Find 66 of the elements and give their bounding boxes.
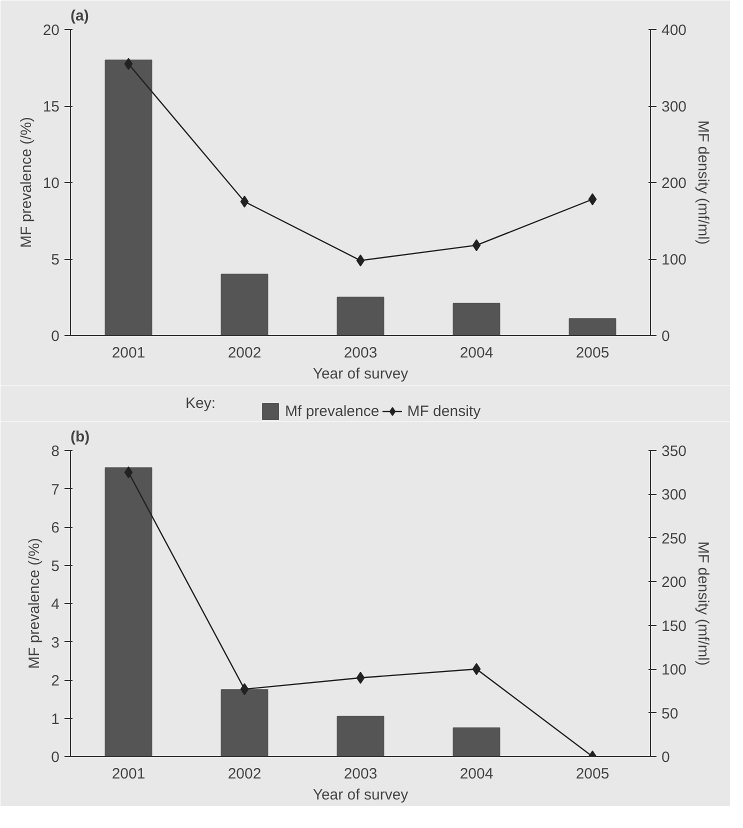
x-tick-label: 2002 xyxy=(228,766,262,782)
point xyxy=(124,58,133,70)
point xyxy=(588,193,597,206)
bar xyxy=(220,274,268,336)
y-axis-title: MF prevalence (/%) xyxy=(26,538,44,669)
x-axis-title: Year of survey xyxy=(312,366,409,382)
point xyxy=(472,239,481,252)
y-tick-label: 7 xyxy=(51,481,60,498)
x-tick-label: 2004 xyxy=(460,344,494,362)
point xyxy=(124,466,133,478)
y-tick-label: 5 xyxy=(51,558,60,575)
x-tick-label: 2005 xyxy=(576,766,610,782)
x-tick-label: 2004 xyxy=(460,766,494,782)
y2-tick-label: 100 xyxy=(662,662,687,679)
y-tick-label: 0 xyxy=(51,328,60,345)
y2-tick-label: 0 xyxy=(662,328,670,345)
legend-label: Mf prevalence xyxy=(285,402,380,420)
y-tick-label: 5 xyxy=(51,252,60,268)
y-tick-label: 20 xyxy=(42,22,60,39)
y-tick-label: 6 xyxy=(51,520,60,536)
y-tick-label: 8 xyxy=(51,443,60,460)
bar xyxy=(336,716,384,756)
chart-title: (b) xyxy=(70,428,90,446)
point xyxy=(356,672,365,684)
legend-label: MF density xyxy=(407,402,481,420)
chart-title: (a) xyxy=(70,8,89,24)
x-tick-label: 2005 xyxy=(576,344,610,362)
y-tick-label: 1 xyxy=(51,710,60,728)
bar xyxy=(220,689,268,756)
y2-tick-label: 200 xyxy=(662,574,687,592)
x-tick-label: 2001 xyxy=(112,766,146,782)
y-tick-label: 2 xyxy=(51,672,60,690)
y2-axis-title: MF density (mf/ml) xyxy=(694,120,712,245)
y-axis-title: MF prevalence (/%) xyxy=(18,117,35,248)
point xyxy=(472,663,481,676)
y2-tick-label: 250 xyxy=(662,530,687,548)
y2-tick-label: 400 xyxy=(662,22,687,39)
bar xyxy=(104,60,152,336)
x-tick-label: 2002 xyxy=(228,344,262,362)
point xyxy=(356,254,365,267)
y-tick-label: 3 xyxy=(51,634,60,652)
x-tick-label: 2003 xyxy=(344,766,378,782)
point xyxy=(240,196,249,208)
y2-tick-label: 350 xyxy=(662,443,687,460)
y2-axis-title: MF density (mf/ml) xyxy=(694,541,712,666)
y2-tick-label: 300 xyxy=(662,98,687,116)
y-tick-label: 10 xyxy=(42,175,60,192)
point xyxy=(240,683,249,696)
y-tick-label: 4 xyxy=(51,596,60,613)
y-tick-label: 15 xyxy=(42,98,60,116)
x-axis-title: Year of survey xyxy=(312,786,409,804)
y-tick-label: 0 xyxy=(51,749,60,766)
legend-title: Key: xyxy=(185,395,216,412)
x-tick-label: 2001 xyxy=(112,344,146,362)
y2-tick-label: 100 xyxy=(662,252,687,268)
x-tick-label: 2003 xyxy=(344,344,378,362)
bar xyxy=(104,467,152,756)
bar xyxy=(336,296,384,336)
y2-tick-label: 0 xyxy=(662,749,670,766)
y2-tick-label: 200 xyxy=(662,175,687,192)
y2-tick-label: 50 xyxy=(662,705,678,722)
y2-tick-label: 300 xyxy=(662,486,687,504)
bar xyxy=(568,318,616,336)
bar xyxy=(452,302,500,336)
bar xyxy=(452,727,500,756)
y2-tick-label: 150 xyxy=(662,618,687,635)
